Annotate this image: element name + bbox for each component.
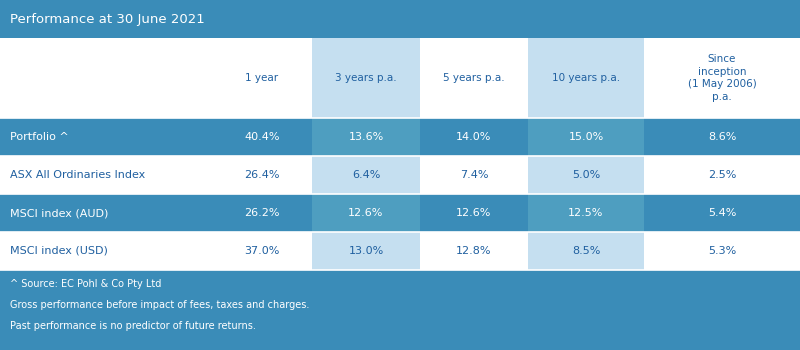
Bar — [0, 194, 212, 232]
Bar — [528, 118, 644, 156]
Text: 12.6%: 12.6% — [456, 208, 492, 218]
Bar — [312, 38, 420, 118]
Bar — [0, 232, 212, 270]
Text: 26.4%: 26.4% — [244, 170, 280, 180]
Bar — [644, 156, 800, 194]
Text: Performance at 30 June 2021: Performance at 30 June 2021 — [10, 13, 205, 26]
Bar — [212, 156, 312, 194]
Text: ASX All Ordinaries Index: ASX All Ordinaries Index — [10, 170, 146, 180]
Text: 5 years p.a.: 5 years p.a. — [443, 73, 505, 83]
Text: 5.3%: 5.3% — [708, 246, 736, 256]
Bar — [0, 118, 212, 156]
Text: MSCI index (AUD): MSCI index (AUD) — [10, 208, 109, 218]
Bar — [212, 38, 312, 118]
Bar — [0, 270, 800, 350]
Text: 8.5%: 8.5% — [572, 246, 600, 256]
Text: 26.2%: 26.2% — [244, 208, 280, 218]
Bar — [312, 118, 420, 156]
Bar — [420, 156, 528, 194]
Text: 12.6%: 12.6% — [348, 208, 384, 218]
Bar — [312, 156, 420, 194]
Text: 12.8%: 12.8% — [456, 246, 492, 256]
Text: 37.0%: 37.0% — [244, 246, 280, 256]
Text: 1 year: 1 year — [246, 73, 278, 83]
Text: 6.4%: 6.4% — [352, 170, 380, 180]
Text: Past performance is no predictor of future returns.: Past performance is no predictor of futu… — [10, 321, 256, 331]
Bar — [0, 156, 212, 194]
Bar — [212, 118, 312, 156]
Text: 40.4%: 40.4% — [244, 132, 280, 142]
Text: MSCI index (USD): MSCI index (USD) — [10, 246, 108, 256]
Bar — [212, 194, 312, 232]
Text: 10 years p.a.: 10 years p.a. — [552, 73, 620, 83]
Bar — [528, 232, 644, 270]
Text: 13.6%: 13.6% — [348, 132, 384, 142]
Bar — [528, 38, 644, 118]
Bar — [528, 194, 644, 232]
Bar — [0, 38, 212, 118]
Text: 7.4%: 7.4% — [460, 170, 488, 180]
Text: 12.5%: 12.5% — [568, 208, 604, 218]
Text: Since
inception
(1 May 2006)
p.a.: Since inception (1 May 2006) p.a. — [688, 54, 756, 102]
Text: 15.0%: 15.0% — [568, 132, 604, 142]
Text: Gross performance before impact of fees, taxes and charges.: Gross performance before impact of fees,… — [10, 300, 310, 310]
Bar — [644, 118, 800, 156]
Text: 5.4%: 5.4% — [708, 208, 736, 218]
Bar — [644, 232, 800, 270]
Bar — [420, 118, 528, 156]
Bar — [644, 194, 800, 232]
Text: 3 years p.a.: 3 years p.a. — [335, 73, 397, 83]
Text: ^ Source: EC Pohl & Co Pty Ltd: ^ Source: EC Pohl & Co Pty Ltd — [10, 279, 162, 289]
Text: 5.0%: 5.0% — [572, 170, 600, 180]
Text: 13.0%: 13.0% — [348, 246, 384, 256]
Bar — [420, 194, 528, 232]
Bar — [312, 232, 420, 270]
Bar — [0, 0, 800, 38]
Bar — [528, 156, 644, 194]
Bar — [644, 38, 800, 118]
Text: 2.5%: 2.5% — [708, 170, 736, 180]
Text: Portfolio ^: Portfolio ^ — [10, 132, 69, 142]
Bar — [420, 232, 528, 270]
Text: 14.0%: 14.0% — [456, 132, 492, 142]
Bar — [420, 38, 528, 118]
Bar — [312, 194, 420, 232]
Text: 8.6%: 8.6% — [708, 132, 736, 142]
Bar — [212, 232, 312, 270]
